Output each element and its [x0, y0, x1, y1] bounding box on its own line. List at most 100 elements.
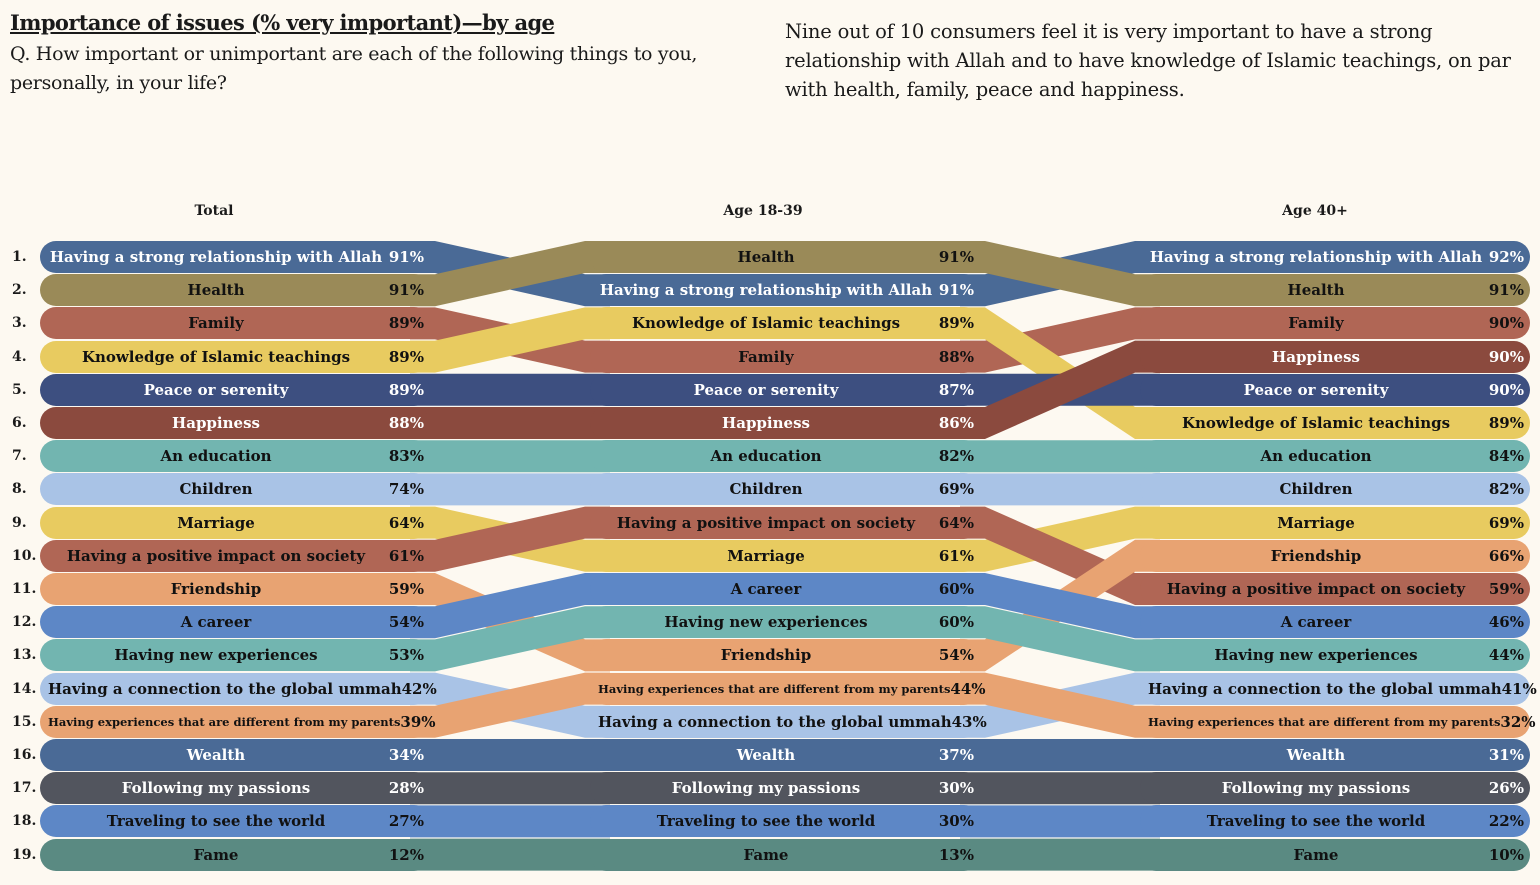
bar-wealth: Wealth 37% — [590, 739, 980, 771]
bar-label: Knowledge of Islamic teachings — [81, 347, 351, 366]
bar-label: A career — [180, 613, 252, 632]
bar-family: Family 88% — [590, 340, 980, 373]
bar-friendship: Friendship 54% — [590, 639, 980, 672]
bar-having-experiences-that-are-different-from-my-parents: Having experiences that are different fr… — [1140, 705, 1536, 738]
data-label: 54% — [388, 613, 424, 632]
bar-having-a-positive-impact-on-society: Having a positive impact on society 64% — [590, 506, 980, 539]
bar-label: Following my passions — [121, 779, 311, 798]
connector-marriage — [960, 506, 1160, 572]
data-label: 28% — [388, 779, 424, 798]
bar-label: Happiness — [172, 414, 260, 432]
rank-label: 1. — [12, 249, 27, 265]
connector-a-career — [410, 573, 610, 639]
bar-children: Children 74% — [40, 473, 430, 506]
rank-label: 6. — [12, 415, 27, 431]
data-label: 30% — [938, 812, 974, 831]
bar-label: Children — [1279, 480, 1353, 499]
bar-fame: Fame 12% — [40, 838, 430, 871]
data-label: 60% — [938, 613, 974, 632]
data-label: 90% — [1488, 347, 1524, 366]
connector-having-a-positive-impact-on-society — [410, 506, 610, 572]
bar-label: Peace or serenity — [143, 380, 289, 399]
bar-friendship: Friendship 59% — [40, 573, 430, 605]
bar-label: Following my passions — [671, 779, 861, 798]
data-label: 59% — [388, 580, 424, 598]
bar-label: Following my passions — [1221, 779, 1411, 798]
bar-label: Knowledge of Islamic teachings — [631, 314, 901, 333]
data-label: 89% — [1488, 414, 1524, 432]
bar-label: Having a connection to the global ummah — [1148, 679, 1502, 698]
data-label: 26% — [1488, 779, 1524, 798]
bar-label: Health — [1287, 281, 1345, 300]
bar-having-a-strong-relationship-with-allah: Having a strong relationship with Allah 9… — [1140, 241, 1530, 273]
connector-an-education — [410, 440, 610, 473]
rank-label: 15. — [12, 713, 37, 730]
data-label: 90% — [1488, 314, 1524, 333]
bar-label: Health — [187, 281, 245, 300]
connector-knowledge-of-islamic-teachings — [960, 307, 1160, 439]
data-label: 27% — [388, 812, 424, 831]
data-label: 22% — [1488, 812, 1524, 831]
bar-label: Having a positive impact on society — [616, 513, 916, 532]
bar-label: A career — [1280, 613, 1352, 632]
rank-label: 19. — [12, 846, 37, 863]
bar-having-experiences-that-are-different-from-my-parents: Having experiences that are different fr… — [40, 705, 436, 738]
bar-following-my-passions: Following my passions 28% — [40, 772, 430, 805]
bar-label: Happiness — [1272, 347, 1360, 366]
bar-label: Children — [729, 480, 803, 499]
connector-having-experiences-that-are-different-from-my-parents — [410, 672, 610, 738]
bar-wealth: Wealth 31% — [1140, 739, 1530, 771]
bar-label: Wealth — [1286, 746, 1346, 764]
bar-label: A career — [730, 580, 802, 598]
connector-traveling-to-see-the-world — [960, 805, 1160, 838]
connector-having-new-experiences — [960, 606, 1160, 672]
bar-having-a-strong-relationship-with-allah: Having a strong relationship with Allah 9… — [590, 274, 980, 307]
bar-family: Family 89% — [40, 307, 430, 340]
bar-label: An education — [1260, 447, 1372, 466]
bar-label: Having a strong relationship with Allah — [49, 248, 383, 266]
connector-following-my-passions — [410, 772, 610, 805]
bar-knowledge-of-islamic-teachings: Knowledge of Islamic teachings 89% — [40, 340, 430, 373]
bar-label: Friendship — [170, 580, 262, 598]
connector-fame — [410, 838, 610, 871]
bar-having-a-positive-impact-on-society: Having a positive impact on society 61% — [40, 539, 430, 572]
data-label: 37% — [938, 746, 974, 764]
bar-an-education: An education 83% — [40, 440, 430, 473]
rank-label: 14. — [12, 680, 37, 697]
bar-having-new-experiences: Having new experiences 60% — [590, 606, 980, 639]
chart-title: Importance of issues (% very important)—… — [10, 10, 555, 35]
key-finding: Nine out of 10 consumers feel it is very… — [785, 20, 1511, 101]
rank-label: 10. — [12, 547, 37, 564]
bar-family: Family 90% — [1140, 307, 1530, 340]
bar-having-experiences-that-are-different-from-my-parents: Having experiences that are different fr… — [590, 672, 986, 705]
data-label: 87% — [938, 380, 974, 399]
data-label: 91% — [1488, 281, 1524, 300]
bar-label: Having a strong relationship with Allah — [1149, 248, 1483, 266]
bar-label: Having a positive impact on society — [1166, 580, 1466, 598]
data-label: 84% — [1488, 447, 1524, 466]
bar-having-a-connection-to-the-global-ummah: Having a connection to the global ummah 4… — [590, 705, 987, 738]
rank-label: 4. — [12, 348, 27, 365]
data-label: 92% — [1488, 248, 1524, 266]
bar-following-my-passions: Following my passions 30% — [590, 772, 980, 805]
bar-label: Knowledge of Islamic teachings — [1181, 414, 1451, 432]
data-label: 43% — [951, 712, 987, 731]
connector-knowledge-of-islamic-teachings — [410, 307, 610, 373]
data-label: 12% — [388, 845, 424, 864]
data-label: 10% — [1488, 845, 1524, 864]
bar-knowledge-of-islamic-teachings: Knowledge of Islamic teachings 89% — [1140, 407, 1530, 439]
data-label: 13% — [938, 845, 974, 864]
rank-label: 9. — [12, 514, 27, 531]
data-label: 88% — [388, 414, 424, 432]
connector-children — [410, 473, 610, 506]
bar-label: An education — [710, 447, 822, 466]
connector-wealth — [410, 739, 610, 771]
bar-label: Peace or serenity — [693, 380, 839, 399]
bar-a-career: A career 54% — [40, 606, 430, 639]
column-header-age-40-plus: Age 40+ — [1282, 203, 1348, 219]
data-label: 61% — [388, 546, 424, 565]
bar-label: Traveling to see the world — [1206, 812, 1426, 831]
data-label: 66% — [1488, 546, 1524, 565]
data-label: 91% — [938, 281, 974, 300]
bar-having-a-strong-relationship-with-allah: Having a strong relationship with Allah 9… — [40, 241, 430, 273]
